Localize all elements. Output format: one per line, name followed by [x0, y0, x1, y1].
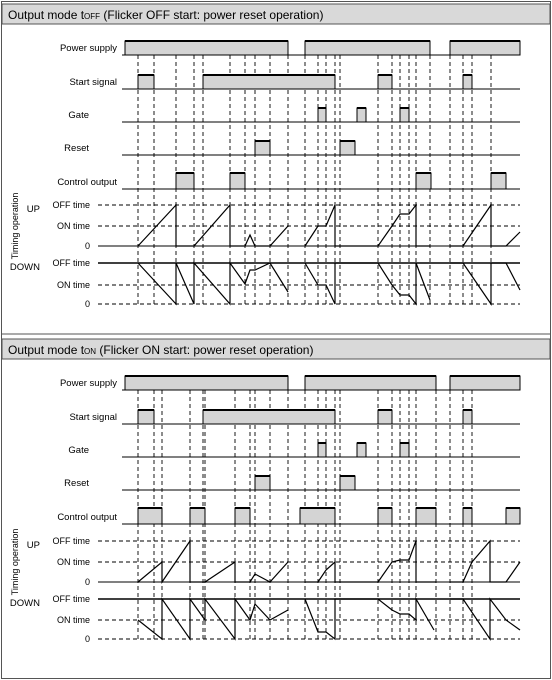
control-output-row-pulse — [299, 507, 336, 525]
label-down: DOWN — [10, 598, 40, 609]
power-supply-row-pulse — [304, 40, 431, 56]
control-output-row-pulse — [377, 507, 393, 525]
label-start-signal: Start signal — [69, 77, 117, 88]
reset-row-pulse — [254, 140, 271, 156]
label-power-supply: Power supply — [60, 378, 117, 389]
panel-gap — [2, 333, 550, 338]
gate-row-pulse — [317, 442, 327, 458]
start-signal-row-pulse — [137, 74, 155, 90]
label-control-output: Control output — [57, 177, 117, 188]
control-output-row-pulse — [415, 172, 432, 190]
label-control-output: Control output — [57, 512, 117, 523]
label-gate: Gate — [68, 445, 89, 456]
label-down-off-time: OFF time — [53, 258, 91, 268]
start-signal-row-pulse — [377, 74, 393, 90]
label-up-on-time: ON time — [57, 557, 90, 567]
control-output-row-pulse — [234, 507, 251, 525]
panel-title-sub: OFF — [84, 12, 100, 21]
panel-title-suffix: (Flicker ON start: power reset operation… — [96, 343, 313, 357]
power-supply-row-pulse — [304, 375, 437, 391]
control-output-row-pulse — [462, 507, 473, 525]
reset-row-pulse — [254, 475, 271, 491]
start-signal-row-pulse — [202, 409, 336, 425]
panel-title-prefix: Output mode t — [8, 343, 85, 357]
start-signal-row-pulse — [137, 409, 155, 425]
panel-title: Output mode tON (Flicker ON start: power… — [8, 343, 313, 357]
power-supply-row-pulse — [449, 40, 521, 56]
control-output-row-pulse — [505, 507, 521, 525]
label-down-zero: 0 — [85, 634, 90, 644]
start-signal-row-pulse — [462, 409, 473, 425]
control-output-row-pulse — [415, 507, 437, 525]
reset-row-pulse — [339, 140, 356, 156]
panel-title-prefix: Output mode t — [8, 8, 85, 22]
label-up-zero: 0 — [85, 241, 90, 251]
label-up-off-time: OFF time — [53, 536, 91, 546]
gate-row-pulse — [399, 442, 410, 458]
control-output-row-pulse — [490, 172, 507, 190]
start-signal-row-pulse — [202, 74, 336, 90]
timing-up-trace-2 — [304, 203, 430, 247]
control-output-row-pulse — [229, 172, 246, 190]
label-gate: Gate — [68, 110, 89, 121]
start-signal-row-pulse — [377, 409, 393, 425]
timing-down-trace-3 — [450, 262, 521, 306]
timing-down-trace-1 — [137, 597, 289, 641]
timing-up-trace-2 — [305, 540, 436, 583]
panel-header — [1, 338, 551, 360]
timing-up-trace-3 — [450, 539, 521, 583]
label-down-on-time: ON time — [57, 615, 90, 625]
power-supply-row-pulse — [124, 40, 289, 56]
label-up: UP — [27, 540, 40, 551]
control-output-row-pulse — [189, 507, 206, 525]
label-up-off-time: OFF time — [53, 200, 91, 210]
label-timing-operation: Timing operation — [10, 529, 20, 596]
label-reset: Reset — [64, 143, 89, 154]
start-signal-row-pulse — [462, 74, 473, 90]
label-down-zero: 0 — [85, 299, 90, 309]
reset-row-pulse — [339, 475, 356, 491]
label-timing-operation: Timing operation — [10, 193, 20, 260]
label-start-signal: Start signal — [69, 412, 117, 423]
label-up: UP — [27, 204, 40, 215]
gate-row-pulse — [399, 107, 410, 123]
timing-up-trace-3 — [450, 203, 521, 247]
power-supply-row-pulse — [449, 375, 521, 391]
timing-down-trace-3 — [450, 597, 521, 641]
gate-row-pulse — [356, 107, 367, 123]
timing-down-trace-1 — [137, 261, 289, 306]
panel-title-suffix: (Flicker OFF start: power reset operatio… — [100, 8, 323, 22]
label-down-on-time: ON time — [57, 280, 90, 290]
panel-title-sub: ON — [84, 347, 96, 356]
label-reset: Reset — [64, 478, 89, 489]
label-up-on-time: ON time — [57, 221, 90, 231]
label-down-off-time: OFF time — [53, 594, 91, 604]
control-output-row-pulse — [175, 172, 195, 190]
panel-title: Output mode tOFF (Flicker OFF start: pow… — [8, 8, 323, 22]
gate-row-pulse — [356, 442, 367, 458]
gate-row-pulse — [317, 107, 327, 123]
label-power-supply: Power supply — [60, 43, 117, 54]
timing-up-trace-1 — [137, 203, 289, 247]
label-down: DOWN — [10, 262, 40, 273]
timing-down-trace-2 — [304, 262, 431, 306]
control-output-row-pulse — [137, 507, 163, 525]
panel-header — [1, 3, 551, 25]
timing-up-trace-1 — [137, 539, 289, 584]
power-supply-row-pulse — [124, 375, 289, 391]
label-up-zero: 0 — [85, 577, 90, 587]
timing-down-trace-2 — [304, 596, 435, 641]
